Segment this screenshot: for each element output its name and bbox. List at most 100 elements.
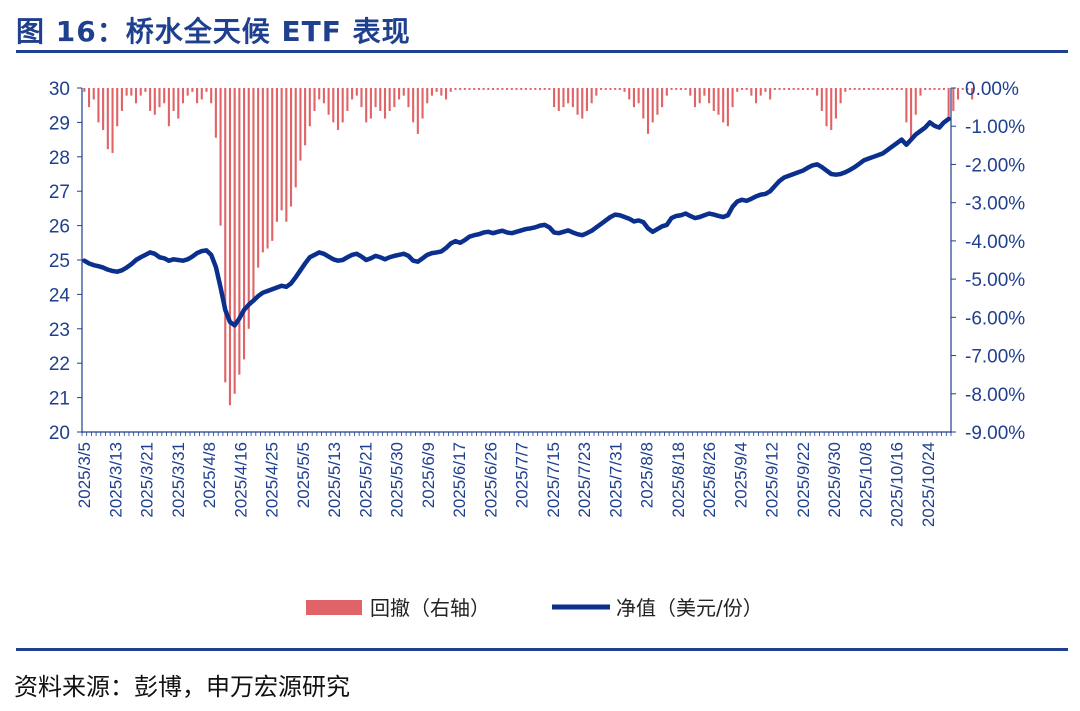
drawdown-bar [792,88,795,90]
drawdown-bar [910,88,913,138]
drawdown-bar [623,88,626,92]
drawdown-bar [553,88,556,108]
drawdown-bar [928,88,931,90]
drawdown-bar [670,88,673,90]
drawdown-bar [877,88,880,90]
left-tick-label: 28 [49,148,70,169]
drawdown-bar [487,88,490,90]
drawdown-bar [468,88,471,90]
drawdown-bars [83,88,974,406]
drawdown-bar [365,88,368,123]
drawdown-bar [233,88,236,394]
drawdown-bar [412,88,415,123]
right-tick-label: -6.00% [965,308,1025,329]
drawdown-bar [571,88,574,108]
drawdown-bar [900,88,903,90]
drawdown-bar [717,88,720,115]
drawdown-bar [266,88,269,249]
drawdown-bar [801,88,805,90]
drawdown-bar [956,88,960,100]
drawdown-bar [186,88,189,96]
drawdown-bar [961,88,964,90]
drawdown-bar [130,88,133,96]
drawdown-bar [228,88,232,406]
left-tick-label: 25 [49,251,70,272]
drawdown-bar [708,88,711,104]
drawdown-bar [679,88,682,90]
drawdown-bar [731,88,734,108]
drawdown-bar [87,88,91,108]
drawdown-bar [661,88,664,108]
x-tick-label: 2025/10/16 [888,442,907,527]
x-tick-label: 2025/7/7 [513,442,532,508]
left-tick-label: 22 [49,354,70,375]
left-tick-label: 26 [49,217,70,238]
drawdown-bar [332,88,335,123]
drawdown-bar [534,88,537,90]
drawdown-bar [421,88,424,119]
drawdown-bar [628,88,631,100]
drawdown-bar [496,88,499,90]
drawdown-bar [275,88,278,222]
drawdown-bar [214,88,217,138]
drawdown-bar [172,88,175,111]
drawdown-bar [745,88,748,90]
drawdown-bar [938,88,941,90]
drawdown-bar [393,88,396,108]
drawdown-bar [261,88,264,253]
drawdown-bar [698,88,701,104]
drawdown-bar [257,88,260,268]
drawdown-bar [125,88,128,96]
drawdown-bar [590,88,593,104]
drawdown-bar [134,88,138,104]
drawdown-bar [665,88,668,96]
drawdown-bar [116,88,119,127]
drawdown-bar [740,88,744,90]
nav-series-line [82,116,951,328]
drawdown-bar [867,88,870,90]
drawdown-bar [102,88,105,131]
drawdown-bar [759,88,762,96]
legend-bar-swatch [306,600,362,615]
drawdown-bar [336,88,340,131]
drawdown-bar [430,88,433,96]
right-tick-label: -3.00% [965,194,1025,215]
drawdown-bar [346,88,349,111]
left-tick-label: 27 [49,182,70,203]
drawdown-bar [252,88,255,299]
drawdown-bar [585,88,589,111]
right-tick-label: -2.00% [965,155,1025,176]
drawdown-bar [294,88,297,188]
drawdown-bar [374,88,377,108]
drawdown-bar [247,88,250,329]
drawdown-bar [848,88,852,90]
drawdown-bar [388,88,391,111]
source-note: 资料来源：彭博，申万宏源研究 [14,673,350,701]
drawdown-bar [181,88,185,104]
drawdown-bar [604,88,607,90]
drawdown-bar [243,88,246,360]
right-tick-label: -5.00% [965,270,1025,291]
x-tick-label: 2025/4/8 [200,442,219,508]
drawdown-bar [811,88,814,90]
x-tick-label: 2025/3/21 [138,442,157,518]
drawdown-bar [524,88,527,90]
left-tick-label: 24 [49,285,71,306]
left-tick-label: 20 [49,423,70,444]
drawdown-bar [919,88,922,96]
drawdown-bar [942,88,946,90]
x-tick-label: 2025/7/15 [544,442,563,518]
drawdown-bar [158,88,161,108]
drawdown-bar [454,88,457,90]
drawdown-bar [966,88,969,90]
drawdown-bar [712,88,715,111]
drawdown-bar [491,88,495,90]
drawdown-bar [548,88,551,90]
drawdown-bar [637,88,640,104]
drawdown-bar [402,88,405,96]
drawdown-bar [416,88,419,134]
right-tick-label: -9.00% [965,423,1025,444]
drawdown-bar [144,88,147,92]
drawdown-bar [473,88,476,90]
